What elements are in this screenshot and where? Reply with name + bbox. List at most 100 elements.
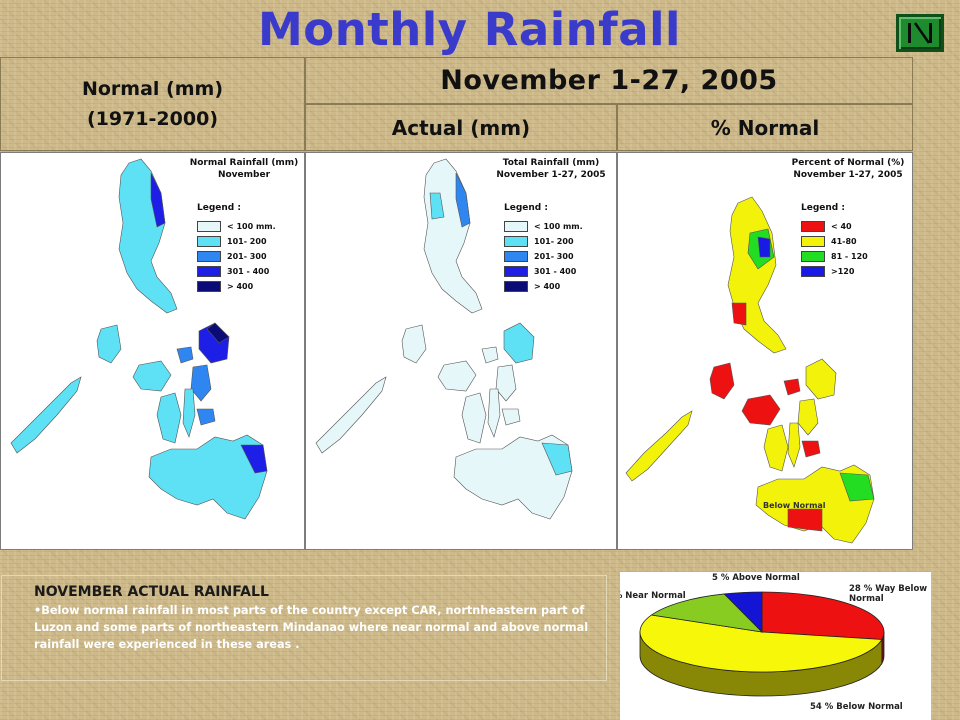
legend-label: 101- 200 [534,236,574,246]
map-region-way-below-mindanao [787,508,823,532]
legend-label: 301 - 400 [227,266,270,276]
legend-item: 101- 200 [197,234,267,248]
legend-swatch [801,250,825,262]
island-mindoro [401,324,427,364]
island-mindanao [453,434,573,520]
normal-map-title-line1: Normal Rainfall (mm) [189,158,299,168]
legend-label: < 100 mm. [534,221,583,231]
map-region-samar-north [206,322,230,344]
legend-swatch [504,265,528,277]
island-bohol [801,440,821,458]
map-region-mindanao-east [240,444,268,474]
rainfall-pie-chart [639,591,885,697]
pie-slice-3 [723,591,763,633]
legend-swatch [504,250,528,262]
map-region-mindanao-east [541,442,573,476]
island-luzon [118,158,178,314]
legend-label: 201- 300 [227,251,267,261]
page-title: Monthly Rainfall [258,3,681,56]
normal-legend-title: Legend : [197,203,241,213]
island-palawan [315,376,387,454]
legend-swatch [197,220,221,232]
percent-normal-map-panel: Percent of Normal (%) November 1-27, 200… [617,152,913,550]
island-panay [741,394,781,426]
map-region-near-normal-mindanao [839,472,875,502]
actual-map-title-line1: Total Rainfall (mm) [502,158,600,168]
actual-header-cell: Actual (mm) [305,104,617,151]
normal-rainfall-map-panel: Normal Rainfall (mm) November Legend : <… [0,152,305,550]
summary-title: NOVEMBER ACTUAL RAINFALL [34,584,269,600]
legend-item: 301 - 400 [504,264,576,278]
pie-slice-1 [639,614,883,673]
actual-map-title-line2: November 1-27, 2005 [496,170,606,180]
island-samar [805,358,837,400]
island-negros [763,424,789,472]
first-slide-icon [908,22,932,44]
legend-swatch [801,235,825,247]
island-mindoro [96,324,122,364]
legend-item: 81 - 120 [801,249,868,263]
legend-swatch [801,265,825,277]
island-panay [437,360,477,392]
legend-swatch [504,220,528,232]
legend-item: 201- 300 [197,249,267,263]
legend-item: >120 [801,264,854,278]
island-negros [461,392,487,444]
percent-map-title-line2: November 1-27, 2005 [793,170,903,180]
legend-label: < 40 [831,221,852,231]
percent-map-title-line1: Percent of Normal (%) [791,158,905,168]
legend-item: < 100 mm. [504,219,583,233]
legend-item: > 400 [197,279,253,293]
island-mindanao [148,434,268,520]
legend-swatch [197,265,221,277]
legend-label: > 400 [227,281,254,291]
normal-header-line2: (1971-2000) [86,108,218,130]
legend-swatch [504,280,528,292]
legend-item: 101- 200 [504,234,574,248]
percent-normal-map [625,196,875,544]
actual-rainfall-map [315,158,573,520]
pie-slice-0 [761,591,885,640]
island-leyte [797,398,819,436]
legend-swatch [504,235,528,247]
rainfall-pie-chart-panel: 5 % Above Normal 28 % Way Below Normal 1… [620,572,931,720]
legend-swatch [197,250,221,262]
pie-label-below-normal: 54 % Below Normal [810,702,903,712]
legend-label: 301 - 400 [534,266,577,276]
summary-textbox: NOVEMBER ACTUAL RAINFALL •Below normal r… [1,575,607,681]
map-region-luzon-east [150,172,166,228]
period-header-cell: November 1-27, 2005 [305,57,913,104]
island-leyte [495,364,517,402]
legend-swatch [801,220,825,232]
pie-label-way-below-line2: Normal [849,594,884,604]
map-region-luzon-north [429,192,445,220]
pie-slice-2 [650,593,764,633]
normal-map-title-line2: November [217,170,271,180]
legend-label: >120 [831,266,855,276]
first-slide-button[interactable] [896,14,944,52]
legend-item: < 100 mm. [197,219,276,233]
pie-label-way-below-line1: 28 % Way Below [849,584,928,594]
legend-label: < 100 mm. [227,221,276,231]
pie-label-above-normal: 5 % Above Normal [712,573,800,583]
island-cebu [487,388,501,438]
legend-label: 81 - 120 [831,251,868,261]
legend-item: > 400 [504,279,560,293]
island-samar [503,322,535,364]
actual-rainfall-map-panel: Total Rainfall (mm) November 1-27, 2005 … [305,152,617,550]
normal-map-title: Normal Rainfall (mm) November [179,157,304,181]
legend-item: 301 - 400 [197,264,269,278]
island-palawan [625,410,693,482]
island-masbate [176,346,194,364]
island-luzon [727,196,787,354]
legend-label: 101- 200 [227,236,267,246]
normal-header-line1: Normal (mm) [81,78,224,100]
percent-map-title: Percent of Normal (%) November 1-27, 200… [784,157,912,181]
island-luzon [423,158,483,314]
normal-header-cell: Normal (mm) (1971-2000) [0,57,305,151]
normal-rainfall-map [10,158,268,520]
island-bohol [196,408,216,426]
percent-legend-title: Legend : [801,203,845,213]
island-mindoro [709,362,735,400]
legend-label: 41-80 [831,236,857,246]
